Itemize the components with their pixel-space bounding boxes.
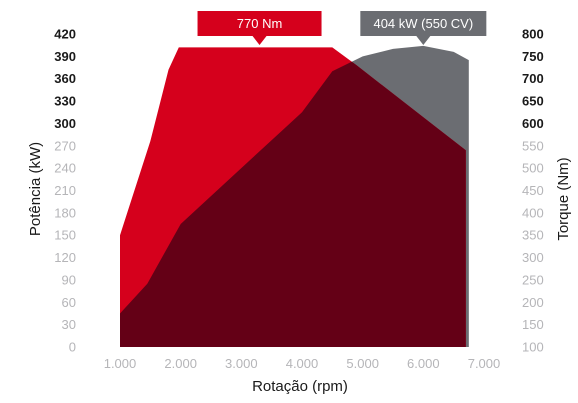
power-callout: 404 kW (550 CV) <box>360 11 487 45</box>
torque-callout-pointer <box>252 36 267 45</box>
left-tick-label: 330 <box>54 94 76 109</box>
right-tick-label: 500 <box>522 161 544 176</box>
right-tick-label: 200 <box>522 295 544 310</box>
torque-callout: 770 Nm <box>197 11 322 45</box>
left-tick-label: 0 <box>69 340 76 355</box>
right-tick-label: 700 <box>522 71 544 86</box>
x-axis-title: Rotação (rpm) <box>252 378 348 395</box>
x-tick-label: 1.000 <box>104 356 137 371</box>
left-tick-label: 210 <box>54 183 76 198</box>
left-tick-label: 180 <box>54 205 76 220</box>
torque-callout-box <box>197 11 322 36</box>
right-tick-label: 400 <box>522 205 544 220</box>
x-axis-ticks: 1.000 2.000 3.000 4.000 5.000 6.000 7.000 <box>104 356 501 371</box>
right-tick-label: 300 <box>522 250 544 265</box>
left-tick-label: 150 <box>54 228 76 243</box>
left-tick-label: 60 <box>62 295 76 310</box>
right-tick-label: 150 <box>522 317 544 332</box>
left-tick-label: 420 <box>54 27 76 42</box>
callouts: 770 Nm 404 kW (550 CV) <box>197 11 487 45</box>
left-tick-label: 390 <box>54 49 76 64</box>
right-tick-label: 250 <box>522 272 544 287</box>
power-callout-pointer <box>416 36 431 45</box>
left-tick-label: 240 <box>54 161 76 176</box>
left-tick-label: 30 <box>62 317 76 332</box>
left-axis-title: Potência (kW) <box>27 142 44 236</box>
right-tick-label: 650 <box>522 94 544 109</box>
power-callout-label: 404 kW (550 CV) <box>373 16 473 31</box>
x-tick-label: 3.000 <box>225 356 258 371</box>
right-tick-label: 800 <box>522 27 544 42</box>
power-callout-box <box>360 11 487 36</box>
x-tick-label: 6.000 <box>407 356 440 371</box>
right-tick-label: 600 <box>522 116 544 131</box>
left-tick-label: 90 <box>62 272 76 287</box>
left-tick-label: 270 <box>54 138 76 153</box>
torque-callout-label: 770 Nm <box>237 16 283 31</box>
right-tick-label: 550 <box>522 138 544 153</box>
overlap-area <box>120 47 466 347</box>
chart-areas <box>120 45 469 348</box>
right-axis-ticks: 100 150 200 250 300 350 400 450 500 550 600 650 700 7… <box>522 27 544 355</box>
right-axis-title: Torque (Nm) <box>555 157 572 240</box>
x-tick-label: 7.000 <box>468 356 501 371</box>
x-tick-label: 4.000 <box>286 356 319 371</box>
left-tick-label: 300 <box>54 116 76 131</box>
x-tick-label: 5.000 <box>346 356 379 371</box>
x-tick-label: 2.000 <box>164 356 197 371</box>
right-tick-label: 100 <box>522 340 544 355</box>
right-tick-label: 350 <box>522 228 544 243</box>
right-tick-label: 450 <box>522 183 544 198</box>
left-tick-label: 120 <box>54 250 76 265</box>
left-axis-ticks: 0 30 60 90 120 150 180 210 240 270 300 330 360 390 420 <box>54 27 76 355</box>
left-tick-label: 360 <box>54 71 76 86</box>
right-tick-label: 750 <box>522 49 544 64</box>
